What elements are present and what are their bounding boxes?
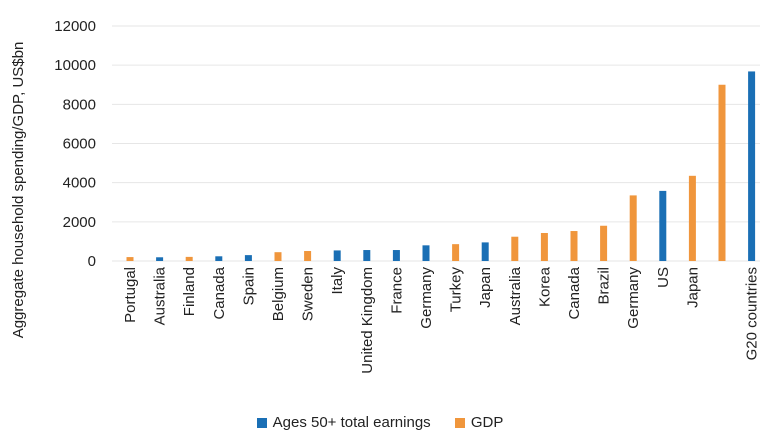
y-axis-label: Aggregate household spending/GDP, US$bn bbox=[10, 42, 27, 339]
x-category-label: Portugal bbox=[122, 267, 139, 323]
bar bbox=[392, 250, 400, 261]
bar bbox=[748, 71, 756, 261]
x-category-label: Finland bbox=[181, 267, 198, 316]
x-category-label: Australia bbox=[507, 266, 524, 325]
y-tick-label: 4000 bbox=[63, 175, 96, 192]
bar bbox=[481, 242, 489, 261]
x-category-label: Sweden bbox=[300, 267, 317, 321]
bar bbox=[304, 251, 312, 261]
bar bbox=[244, 255, 252, 261]
x-category-label: Canada bbox=[566, 266, 583, 319]
legend-label-gdp: GDP bbox=[470, 414, 504, 431]
legend-swatch-earnings bbox=[256, 417, 267, 428]
legend-swatch-gdp bbox=[454, 417, 465, 428]
y-tick-label: 0 bbox=[88, 253, 96, 270]
bar bbox=[629, 195, 637, 261]
bar bbox=[511, 236, 519, 261]
bars bbox=[126, 71, 756, 261]
x-category-label: United Kingdom bbox=[359, 267, 376, 374]
legend: Ages 50+ total earnings GDP bbox=[0, 414, 760, 432]
x-category-label: Canada bbox=[211, 266, 228, 319]
bar bbox=[363, 250, 371, 261]
y-tick-label: 2000 bbox=[63, 214, 96, 231]
y-tick-label: 10000 bbox=[54, 57, 96, 74]
x-category-label: France bbox=[388, 267, 405, 314]
y-tick-label: 12000 bbox=[54, 18, 96, 35]
bar bbox=[570, 231, 578, 261]
bar bbox=[422, 245, 430, 261]
x-category-label: Spain bbox=[240, 267, 257, 305]
bar-chart: 0 2000 4000 6000 8000 10000 12000 Portugal Aust… bbox=[10, 18, 760, 374]
x-axis-categories: Portugal Australia Finland Canada Spain Belgi… bbox=[122, 266, 760, 373]
x-category-label: US bbox=[655, 267, 672, 288]
bar bbox=[274, 252, 282, 261]
bar bbox=[215, 256, 223, 261]
x-category-label: Italy bbox=[329, 267, 346, 295]
legend-item-earnings: Ages 50+ total earnings bbox=[256, 414, 431, 431]
legend-label-earnings: Ages 50+ total earnings bbox=[272, 414, 431, 431]
x-category-label: Korea bbox=[536, 266, 553, 307]
y-axis-ticks: 0 2000 4000 6000 8000 10000 12000 bbox=[54, 18, 96, 270]
x-category-label: Belgium bbox=[270, 267, 287, 321]
bar bbox=[185, 256, 193, 261]
bar bbox=[333, 250, 341, 261]
bar bbox=[659, 190, 667, 261]
x-category-label: Japan bbox=[477, 267, 494, 308]
bar bbox=[126, 257, 134, 261]
bar bbox=[540, 232, 548, 261]
x-category-label: Turkey bbox=[448, 267, 465, 313]
bar bbox=[600, 225, 608, 261]
bar bbox=[156, 257, 164, 261]
gridlines bbox=[112, 25, 760, 262]
y-tick-label: 8000 bbox=[63, 96, 96, 113]
legend-item-gdp: GDP bbox=[454, 414, 504, 431]
x-category-label: Germany bbox=[625, 267, 642, 329]
y-tick-label: 6000 bbox=[63, 136, 96, 153]
bar bbox=[452, 244, 460, 261]
bar bbox=[688, 175, 696, 261]
x-category-label: Brazil bbox=[596, 267, 613, 305]
x-category-label: Japan bbox=[684, 267, 701, 308]
x-category-label: Australia bbox=[152, 266, 169, 325]
x-category-label: Germany bbox=[418, 267, 435, 329]
bar bbox=[718, 84, 726, 261]
x-category-label: G20 countries bbox=[744, 267, 760, 360]
